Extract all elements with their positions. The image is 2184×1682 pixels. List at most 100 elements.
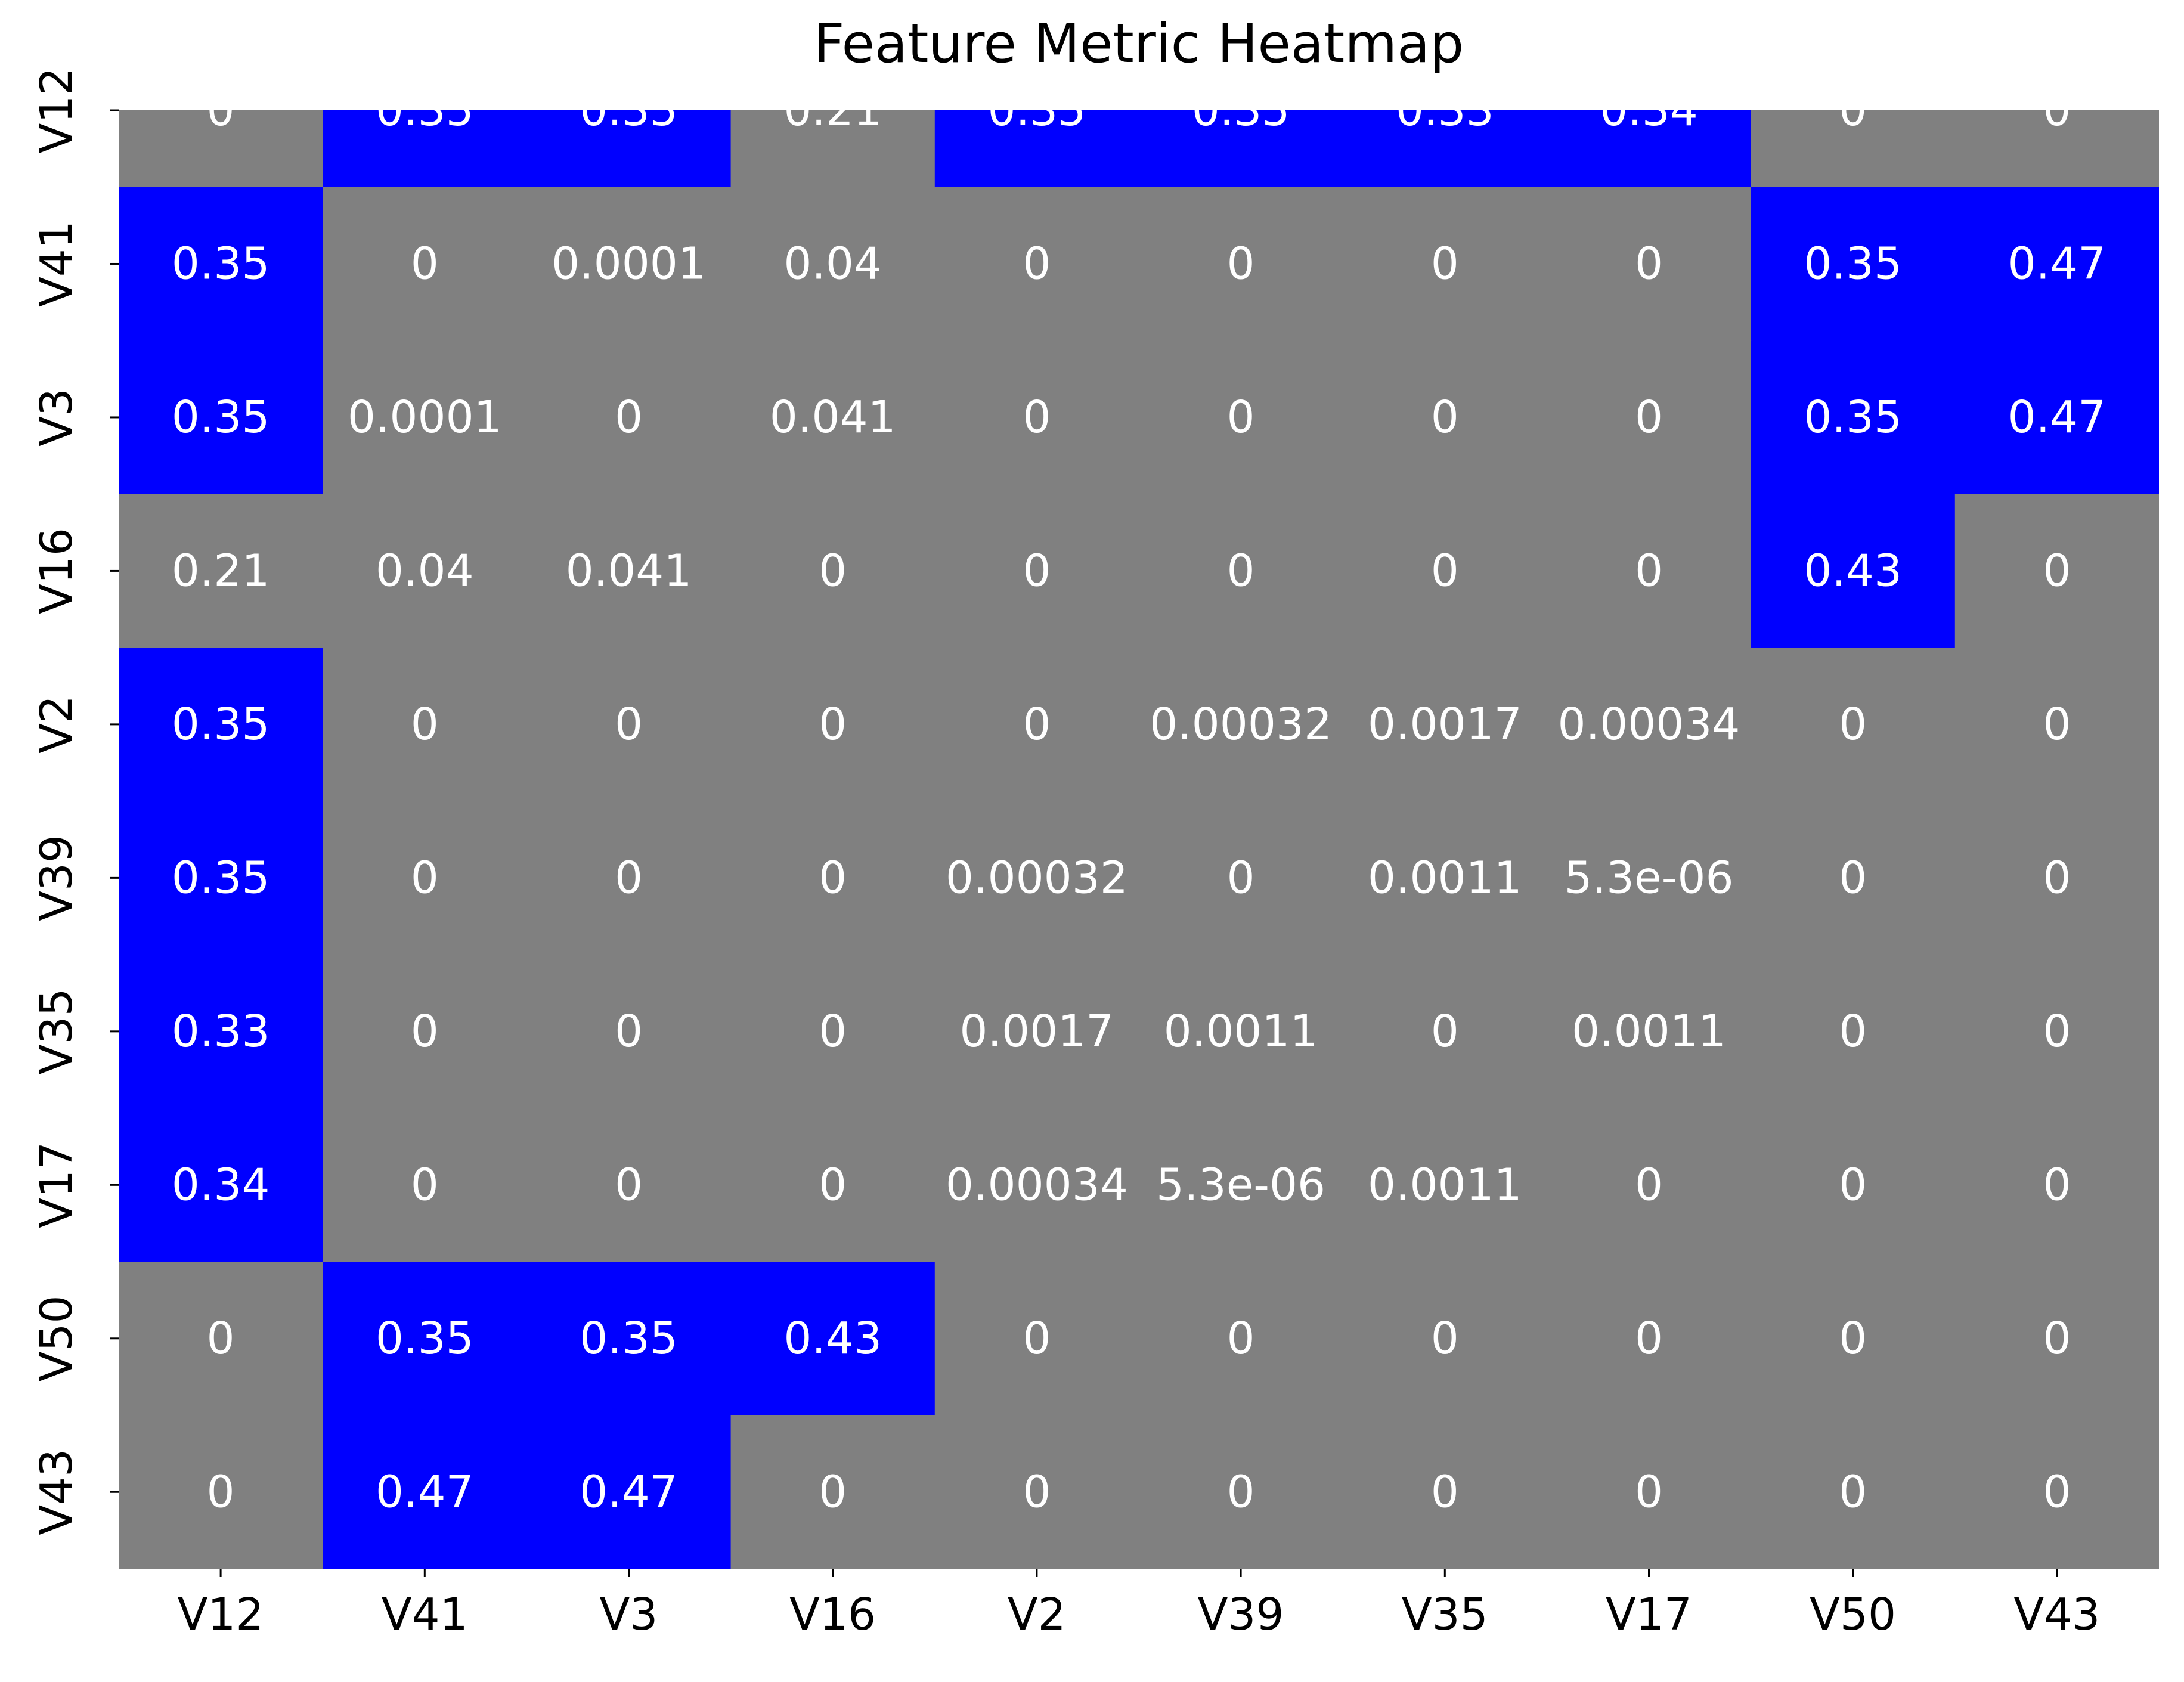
cell-value-label: 0.35 — [172, 238, 270, 289]
cell-value-label: 0 — [1023, 238, 1051, 289]
heatmap-cell-V39-V3 — [526, 801, 732, 955]
cell-value-label: 0 — [615, 1159, 643, 1210]
cell-value-label: 0 — [819, 1159, 847, 1210]
cell-value-label: 0.00032 — [946, 852, 1128, 903]
heatmap-cell-V50-V35 — [1343, 1262, 1548, 1416]
cell-value-label: 5.3e-06 — [1564, 852, 1733, 903]
cell-value-label: 0 — [1635, 238, 1663, 289]
cell-value-label: 0.04 — [376, 545, 474, 596]
heatmap-cell-V43-V3 — [526, 1415, 732, 1569]
cell-value-label: 0 — [1023, 1313, 1051, 1364]
heatmap-cell-V3-V35 — [1343, 340, 1548, 495]
heatmap-cell-V16-V39 — [1139, 494, 1343, 648]
cell-value-label: 0 — [1023, 392, 1051, 443]
cell-value-label: 0 — [207, 1313, 235, 1364]
heatmap-cell-V16-V16 — [730, 494, 935, 648]
x-tick-label: V39 — [1198, 1589, 1284, 1640]
x-tick-label: V41 — [382, 1589, 468, 1640]
heatmap-cell-V16-V35 — [1343, 494, 1548, 648]
heatmap-cell-V2-V50 — [1751, 648, 1956, 802]
cell-value-label: 0 — [2043, 1159, 2071, 1210]
cell-value-label: 0.33 — [172, 1006, 270, 1057]
y-tick-label: V3 — [31, 388, 82, 447]
x-tick-label: V2 — [1008, 1589, 1066, 1640]
cell-value-label: 0 — [207, 85, 235, 136]
cell-value-label: 0 — [1635, 1313, 1663, 1364]
heatmap-cell-V35-V17 — [1547, 955, 1752, 1109]
x-tick-label: V17 — [1606, 1589, 1692, 1640]
heatmap-cell-V2-V35 — [1343, 648, 1548, 802]
cell-value-label: 0 — [2043, 852, 2071, 903]
heatmap-cell-V17-V16 — [730, 1108, 935, 1262]
y-tick-label: V43 — [31, 1449, 82, 1535]
heatmap-cell-V2-V3 — [526, 648, 732, 802]
y-tick-label: V12 — [31, 67, 82, 154]
heatmap-cell-V2-V12 — [119, 648, 323, 802]
cell-value-label: 0 — [1839, 1313, 1867, 1364]
cell-value-label: 0.43 — [783, 1313, 882, 1364]
heatmap-cell-V41-V50 — [1751, 187, 1956, 342]
cell-value-label: 0 — [2043, 85, 2071, 136]
heatmap-cell-V41-V41 — [323, 187, 528, 342]
heatmap-cell-V2-V41 — [323, 648, 528, 802]
cell-labels: 0 0.35 0.35 0.21 0.35 0.35 0.33 0.34 0 0 0.35 0 0.00… — [172, 85, 2106, 1517]
cell-value-label: 0 — [1635, 1159, 1663, 1210]
cell-value-label: 0.00034 — [1557, 699, 1740, 750]
cell-value-label: 0.33 — [1396, 85, 1494, 136]
heatmap-cell-V43-V43 — [1954, 1415, 2159, 1569]
cell-value-label: 0 — [1839, 1159, 1867, 1210]
heatmap-cells — [119, 110, 2159, 1569]
heatmap-cell-V17-V39 — [1139, 1108, 1343, 1262]
cell-value-label: 0 — [1431, 1466, 1459, 1517]
cell-value-label: 0 — [2043, 699, 2071, 750]
cell-value-label: 0 — [1227, 852, 1255, 903]
heatmap-cell-V3-V17 — [1547, 340, 1752, 495]
cell-value-label: 0.35 — [1804, 392, 1902, 443]
cell-value-label: 0.35 — [172, 699, 270, 750]
x-tick-label: V43 — [2014, 1589, 2101, 1640]
heatmap-cell-V17-V41 — [323, 1108, 528, 1262]
heatmap-cell-V12-V43 — [1954, 110, 2159, 188]
cell-value-label: 0 — [207, 1466, 235, 1517]
heatmap-cell-V16-V3 — [526, 494, 732, 648]
cell-value-label: 0 — [1431, 545, 1459, 596]
x-tick-label: V3 — [600, 1589, 658, 1640]
heatmap-cell-V17-V2 — [934, 1108, 1139, 1262]
cell-value-label: 0 — [1227, 238, 1255, 289]
x-axis: V12 V41 V3 V16 V2 V39 V35 V17 V50 V43 — [178, 1569, 2101, 1640]
cell-value-label: 0.0011 — [1368, 1159, 1522, 1210]
cell-value-label: 0 — [1023, 545, 1051, 596]
cell-value-label: 0.041 — [770, 392, 896, 443]
heatmap-cell-V12-V35 — [1343, 110, 1548, 188]
heatmap-cell-V2-V17 — [1547, 648, 1752, 802]
cell-value-label: 0 — [1839, 1006, 1867, 1057]
y-axis: V12 V41 V3 V16 V2 V39 V35 V17 V50 V43 — [31, 67, 119, 1535]
heatmap-cell-V43-V2 — [934, 1415, 1139, 1569]
heatmap-cell-V2-V43 — [1954, 648, 2159, 802]
heatmap-cell-V35-V16 — [730, 955, 935, 1109]
heatmap-cell-V50-V12 — [119, 1262, 323, 1416]
cell-value-label: 0 — [819, 545, 847, 596]
heatmap-cell-V43-V39 — [1139, 1415, 1343, 1569]
heatmap-cell-V41-V43 — [1954, 187, 2159, 342]
cell-value-label: 0 — [2043, 1466, 2071, 1517]
x-tick-label: V12 — [178, 1589, 264, 1640]
cell-value-label: 0.0011 — [1572, 1006, 1726, 1057]
cell-value-label: 0.35 — [376, 1313, 474, 1364]
heatmap-cell-V3-V39 — [1139, 340, 1343, 495]
heatmap-cell-V39-V2 — [934, 801, 1139, 955]
y-tick-label: V17 — [31, 1142, 82, 1228]
heatmap-cell-V17-V17 — [1547, 1108, 1752, 1262]
cell-value-label: 0.35 — [1192, 85, 1290, 136]
cell-value-label: 0 — [819, 852, 847, 903]
cell-value-label: 0 — [1431, 238, 1459, 289]
cell-value-label: 0 — [411, 852, 439, 903]
cell-value-label: 0.0001 — [552, 238, 706, 289]
heatmap-cell-V3-V2 — [934, 340, 1139, 495]
chart-title: Feature Metric Heatmap — [814, 13, 1464, 75]
heatmap-cell-V50-V2 — [934, 1262, 1139, 1416]
heatmap-cell-V41-V2 — [934, 187, 1139, 342]
cell-value-label: 0.00032 — [1150, 699, 1332, 750]
heatmap-cell-V2-V16 — [730, 648, 935, 802]
